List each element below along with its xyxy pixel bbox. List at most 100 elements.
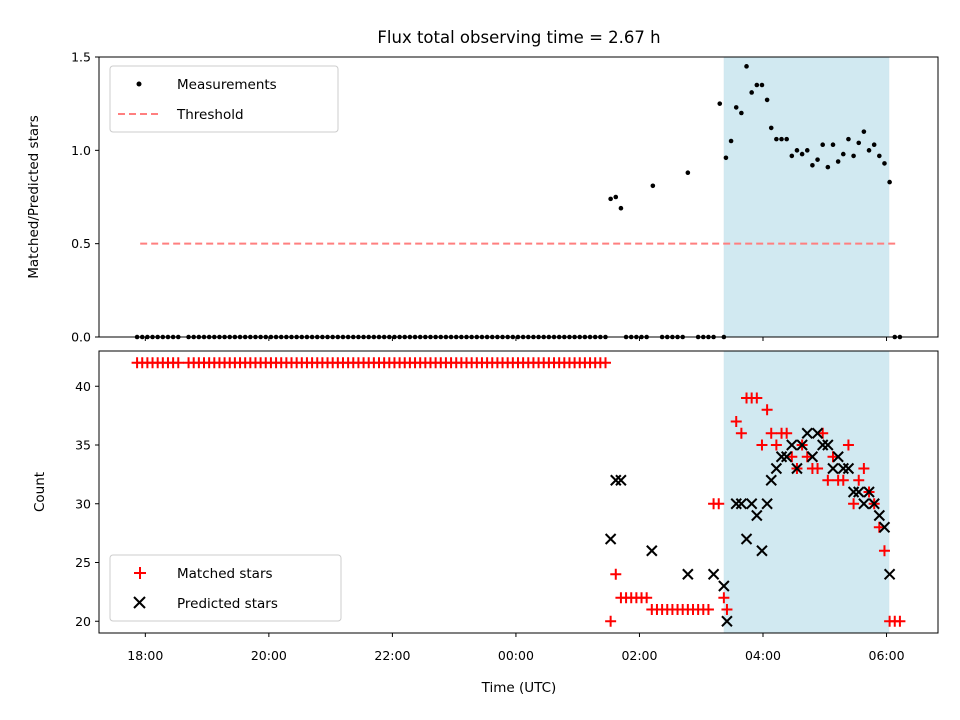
bottom-y-tick-label: 35 [75,438,91,453]
x-tick-label: 18:00 [127,648,163,663]
matched-star-point [735,427,747,439]
measurement-point [799,151,805,157]
predicted-star-point [682,568,694,580]
predicted-star-point [721,615,733,627]
predicted-star-point [837,462,849,475]
predicted-star-point [878,521,891,533]
predicted-star-point [827,462,839,475]
predicted-star-point [735,498,748,510]
matched-star-point [172,357,184,369]
matched-star-point [812,463,824,474]
bottom-y-tick-label: 20 [75,614,91,629]
bottom-plot-area [131,357,906,627]
bottom-y-tick-label: 25 [75,555,91,570]
bottom-legend-box [109,554,342,622]
top-y-tick-label: 1.5 [71,50,91,65]
matched-star-point [761,404,773,416]
predicted-star-point [816,439,829,451]
predicted-star-point [604,533,617,545]
x-tick-label: 06:00 [869,648,905,663]
predicted-star-point [883,568,896,580]
predicted-star-point [801,427,813,439]
measurement-point [820,142,826,148]
matched-star-point [770,439,782,451]
matched-star-point [765,427,777,439]
matched-star-point [721,604,733,615]
matched-star-point [599,357,611,369]
measurement-point [779,136,784,142]
matched-star-point [848,498,860,510]
measurement-point [846,136,851,142]
measurement-point [856,140,862,146]
measurement-point [840,151,846,157]
measurement-point [830,142,836,148]
predicted-star-point [761,498,773,510]
matched-star-point [610,568,622,580]
top-y-axis-label: Matched/Predicted stars [26,115,42,278]
measurement-point [861,129,867,134]
bottom-y-axis-label: Count [32,472,48,512]
measurement-point [804,148,810,153]
measurement-point [774,136,779,142]
x-tick-label: 00:00 [498,648,534,663]
x-tick-label: 02:00 [621,648,657,663]
measurement-point [825,164,831,170]
matched-star-point [822,474,834,486]
predicted-star-point [873,509,886,522]
x-tick-label: 22:00 [374,648,410,663]
bottom-y-tick-label: 40 [75,379,91,394]
measurement-point [739,110,744,116]
matched-star-point [756,439,768,451]
x-tick-label: 04:00 [745,648,781,663]
measurement-point [728,138,734,144]
bottom-legend: Matched stars Predicted stars [109,554,342,622]
matched-star-point [817,427,829,439]
measurement-point [835,159,841,164]
legend-matched-label: Matched stars [177,566,273,582]
matched-star-point [894,615,906,627]
measurement-point [887,179,892,185]
measurement-point [650,183,656,189]
measurement-point [789,153,795,159]
predicted-star-point [740,533,753,545]
predicted-star-point [718,580,730,592]
predicted-star-point [842,462,855,475]
measurement-point [784,136,789,142]
measurement-point [871,142,877,148]
measurement-point [733,105,739,110]
matched-star-point [827,451,839,463]
measurement-point [866,148,872,153]
measurement-point [882,161,887,166]
predicted-star-point [858,498,870,510]
matched-star-point [751,392,763,404]
legend-predicted-label: Predicted stars [177,596,278,612]
matched-star-point [878,545,890,557]
bottom-y-tick-label: 30 [75,496,91,511]
x-tick-label: 20:00 [251,648,287,663]
bottom-axes-frame [98,350,939,634]
legend-measurements-marker [136,81,142,87]
predicted-star-point [615,474,627,486]
predicted-star-point [796,439,808,451]
legend-measurements-label: Measurements [177,77,277,93]
legend-matched-marker [134,567,146,579]
matched-star-point [605,615,617,627]
matched-star-point [781,427,793,439]
measurement-point [749,90,754,95]
measurement-point [685,170,691,176]
predicted-star-point [863,486,875,498]
measurement-point [877,153,882,159]
top-y-tick-label: 0.0 [71,330,91,345]
top-y-tick-label: 0.5 [71,236,91,251]
matched-star-point [730,416,742,427]
measurement-point [613,194,619,200]
predicted-star-point [847,486,860,498]
x-axis-label: Time (UTC) [481,680,557,696]
predicted-star-point [707,568,720,580]
predicted-star-point [770,462,783,475]
predicted-star-point [775,451,788,463]
predicted-star-point [730,498,742,510]
top-axes-frame [98,56,939,338]
matched-star-point [713,498,725,510]
measurement-point [744,64,749,69]
